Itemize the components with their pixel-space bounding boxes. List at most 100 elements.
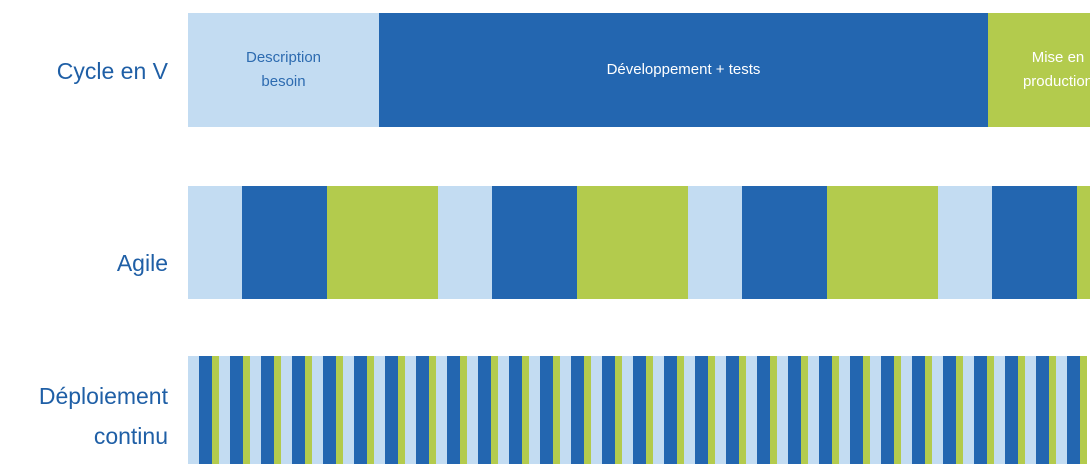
continu-iteration-12-development bbox=[540, 356, 553, 464]
continu-iteration-18-deployment bbox=[739, 356, 746, 464]
continu-iteration-28-deployment bbox=[1049, 356, 1056, 464]
continu-iteration-9-deployment bbox=[460, 356, 467, 464]
continu-iteration-25-analysis bbox=[932, 356, 943, 464]
continu-iteration-19-analysis bbox=[746, 356, 757, 464]
continu-iteration-15-development bbox=[633, 356, 646, 464]
continu-iteration-19-development bbox=[757, 356, 770, 464]
continu-iteration-12-analysis bbox=[529, 356, 540, 464]
segment-label-developpement-tests: Développement + tests bbox=[606, 61, 761, 78]
agile-iteration-4-analysis bbox=[938, 186, 992, 299]
continu-iteration-22-development bbox=[850, 356, 863, 464]
continu-iteration-16-analysis bbox=[653, 356, 664, 464]
continu-iteration-8-analysis bbox=[405, 356, 416, 464]
agile-iteration-3-development bbox=[742, 186, 827, 299]
continu-iteration-2-deployment bbox=[243, 356, 250, 464]
agile-iteration-1-development bbox=[242, 186, 327, 299]
continu-iteration-7-development bbox=[385, 356, 398, 464]
agile-iteration-3-analysis bbox=[688, 186, 742, 299]
continu-iteration-7-deployment bbox=[398, 356, 405, 464]
continu-iteration-14-development bbox=[602, 356, 615, 464]
continu-iteration-15-analysis bbox=[622, 356, 633, 464]
continu-iteration-3-deployment bbox=[274, 356, 281, 464]
continu-iteration-27-deployment bbox=[1018, 356, 1025, 464]
continu-iteration-10-deployment bbox=[491, 356, 498, 464]
continu-iteration-25-development bbox=[943, 356, 956, 464]
continu-iteration-22-analysis bbox=[839, 356, 850, 464]
continu-iteration-21-development bbox=[819, 356, 832, 464]
bar-agile bbox=[188, 186, 1090, 299]
agile-iteration-1-analysis bbox=[188, 186, 242, 299]
continu-iteration-3-analysis bbox=[250, 356, 261, 464]
continu-iteration-26-deployment bbox=[987, 356, 994, 464]
continu-iteration-17-deployment bbox=[708, 356, 715, 464]
continu-iteration-29-development bbox=[1067, 356, 1080, 464]
continu-iteration-1-analysis bbox=[188, 356, 199, 464]
continu-iteration-5-deployment bbox=[336, 356, 343, 464]
continu-iteration-27-development bbox=[1005, 356, 1018, 464]
row-label-cycle-en-v: Cycle en V bbox=[56, 58, 168, 84]
agile-iteration-4-development bbox=[992, 186, 1077, 299]
agile-iteration-2-development bbox=[492, 186, 577, 299]
continu-iteration-13-analysis bbox=[560, 356, 571, 464]
continu-iteration-26-analysis bbox=[963, 356, 974, 464]
continu-iteration-22-deployment bbox=[863, 356, 870, 464]
continu-iteration-10-development bbox=[478, 356, 491, 464]
continu-iteration-12-deployment bbox=[553, 356, 560, 464]
continu-iteration-19-deployment bbox=[770, 356, 777, 464]
continu-iteration-10-analysis bbox=[467, 356, 478, 464]
continu-iteration-5-development bbox=[323, 356, 336, 464]
agile-iteration-1-deployment bbox=[327, 186, 438, 299]
continu-iteration-1-development bbox=[199, 356, 212, 464]
continu-iteration-7-analysis bbox=[374, 356, 385, 464]
agile-iteration-2-deployment bbox=[577, 186, 688, 299]
continu-iteration-6-analysis bbox=[343, 356, 354, 464]
continu-iteration-18-analysis bbox=[715, 356, 726, 464]
continu-iteration-3-development bbox=[261, 356, 274, 464]
continu-iteration-16-development bbox=[664, 356, 677, 464]
continu-iteration-4-development bbox=[292, 356, 305, 464]
continu-iteration-24-analysis bbox=[901, 356, 912, 464]
continu-iteration-28-development bbox=[1036, 356, 1049, 464]
continu-iteration-11-development bbox=[509, 356, 522, 464]
continu-iteration-13-deployment bbox=[584, 356, 591, 464]
continu-iteration-20-analysis bbox=[777, 356, 788, 464]
continu-iteration-9-analysis bbox=[436, 356, 447, 464]
continu-iteration-29-analysis bbox=[1056, 356, 1067, 464]
continu-iteration-24-deployment bbox=[925, 356, 932, 464]
bar-deploiement-continu bbox=[188, 356, 1090, 464]
continu-iteration-17-development bbox=[695, 356, 708, 464]
agile-iteration-3-deployment bbox=[827, 186, 938, 299]
segment-mise-en-production: Mise en production bbox=[988, 13, 1090, 127]
agile-iteration-2-analysis bbox=[438, 186, 492, 299]
continu-iteration-15-deployment bbox=[646, 356, 653, 464]
segment-label-description-besoin: Description besoin bbox=[245, 49, 322, 90]
continu-iteration-5-analysis bbox=[312, 356, 323, 464]
agile-iteration-4-deployment bbox=[1077, 186, 1090, 299]
row-label-deploiement-continu: Déploiement continu bbox=[38, 383, 168, 449]
continu-iteration-4-analysis bbox=[281, 356, 292, 464]
continu-iteration-21-analysis bbox=[808, 356, 819, 464]
continu-iteration-14-deployment bbox=[615, 356, 622, 464]
continu-iteration-18-development bbox=[726, 356, 739, 464]
continu-iteration-17-analysis bbox=[684, 356, 695, 464]
continu-iteration-20-deployment bbox=[801, 356, 808, 464]
bar-cycle-en-v: Description besoin Développement + tests… bbox=[188, 13, 1090, 127]
continu-iteration-4-deployment bbox=[305, 356, 312, 464]
continu-iteration-8-deployment bbox=[429, 356, 436, 464]
segment-description-besoin: Description besoin bbox=[188, 13, 379, 127]
continu-iteration-23-deployment bbox=[894, 356, 901, 464]
continu-iteration-25-deployment bbox=[956, 356, 963, 464]
continu-iteration-27-analysis bbox=[994, 356, 1005, 464]
continu-iteration-9-development bbox=[447, 356, 460, 464]
continu-iteration-8-development bbox=[416, 356, 429, 464]
continu-iteration-6-development bbox=[354, 356, 367, 464]
row-label-agile: Agile bbox=[116, 250, 168, 276]
continu-iteration-2-analysis bbox=[219, 356, 230, 464]
continu-iteration-11-analysis bbox=[498, 356, 509, 464]
continu-iteration-24-development bbox=[912, 356, 925, 464]
continu-iteration-11-deployment bbox=[522, 356, 529, 464]
continu-iteration-23-development bbox=[881, 356, 894, 464]
continu-iteration-29-deployment bbox=[1080, 356, 1087, 464]
continu-iteration-2-development bbox=[230, 356, 243, 464]
continu-iteration-20-development bbox=[788, 356, 801, 464]
